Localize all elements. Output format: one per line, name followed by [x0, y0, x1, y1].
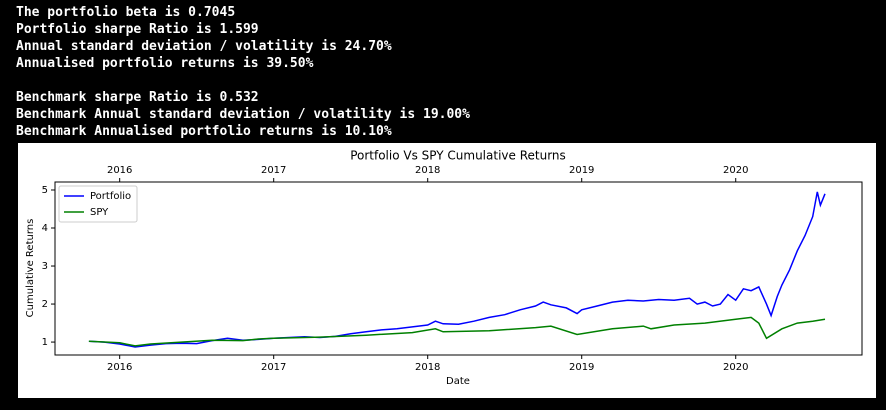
- plot-frame: [54, 181, 863, 356]
- top-x-tick-label: 2016: [107, 165, 132, 176]
- output-line: Portfolio sharpe Ratio is 1.599: [16, 22, 259, 37]
- output-line: Annualised portfolio returns is 39.50%: [16, 56, 314, 71]
- legend-box: [58, 185, 138, 223]
- x-tick-label: 2018: [415, 362, 440, 373]
- y-tick-label: 1: [42, 337, 48, 348]
- series-line: [88, 316, 826, 347]
- y-tick-label: 3: [42, 261, 48, 272]
- top-x-tick-label: 2018: [415, 165, 440, 176]
- top-x-tick-label: 2020: [723, 165, 748, 176]
- y-tick-label: 2: [42, 299, 48, 310]
- x-axis-label: Date: [446, 376, 470, 387]
- y-tick-label: 4: [42, 223, 48, 234]
- top-x-tick-label: 2019: [569, 165, 594, 176]
- chart-title: Portfolio Vs SPY Cumulative Returns: [350, 149, 566, 163]
- output-line: Annual standard deviation / volatility i…: [16, 39, 392, 54]
- y-axis-label: Cumulative Returns: [25, 219, 36, 318]
- output-line: The portfolio beta is 0.7045: [16, 5, 236, 20]
- legend-label: SPY: [90, 207, 109, 218]
- x-tick-label: 2016: [107, 362, 132, 373]
- legend-label: Portfolio: [90, 191, 131, 202]
- top-x-tick-label: 2017: [261, 165, 286, 176]
- x-tick-label: 2020: [723, 362, 748, 373]
- y-tick-label: 5: [42, 185, 48, 196]
- x-tick-label: 2017: [261, 362, 286, 373]
- x-tick-label: 2019: [569, 362, 594, 373]
- output-line: Benchmark Annualised portfolio returns i…: [16, 124, 392, 139]
- figure-background: [18, 143, 876, 398]
- output-line: Benchmark Annual standard deviation / vo…: [16, 107, 470, 122]
- output-line: Benchmark sharpe Ratio is 0.532: [16, 90, 259, 105]
